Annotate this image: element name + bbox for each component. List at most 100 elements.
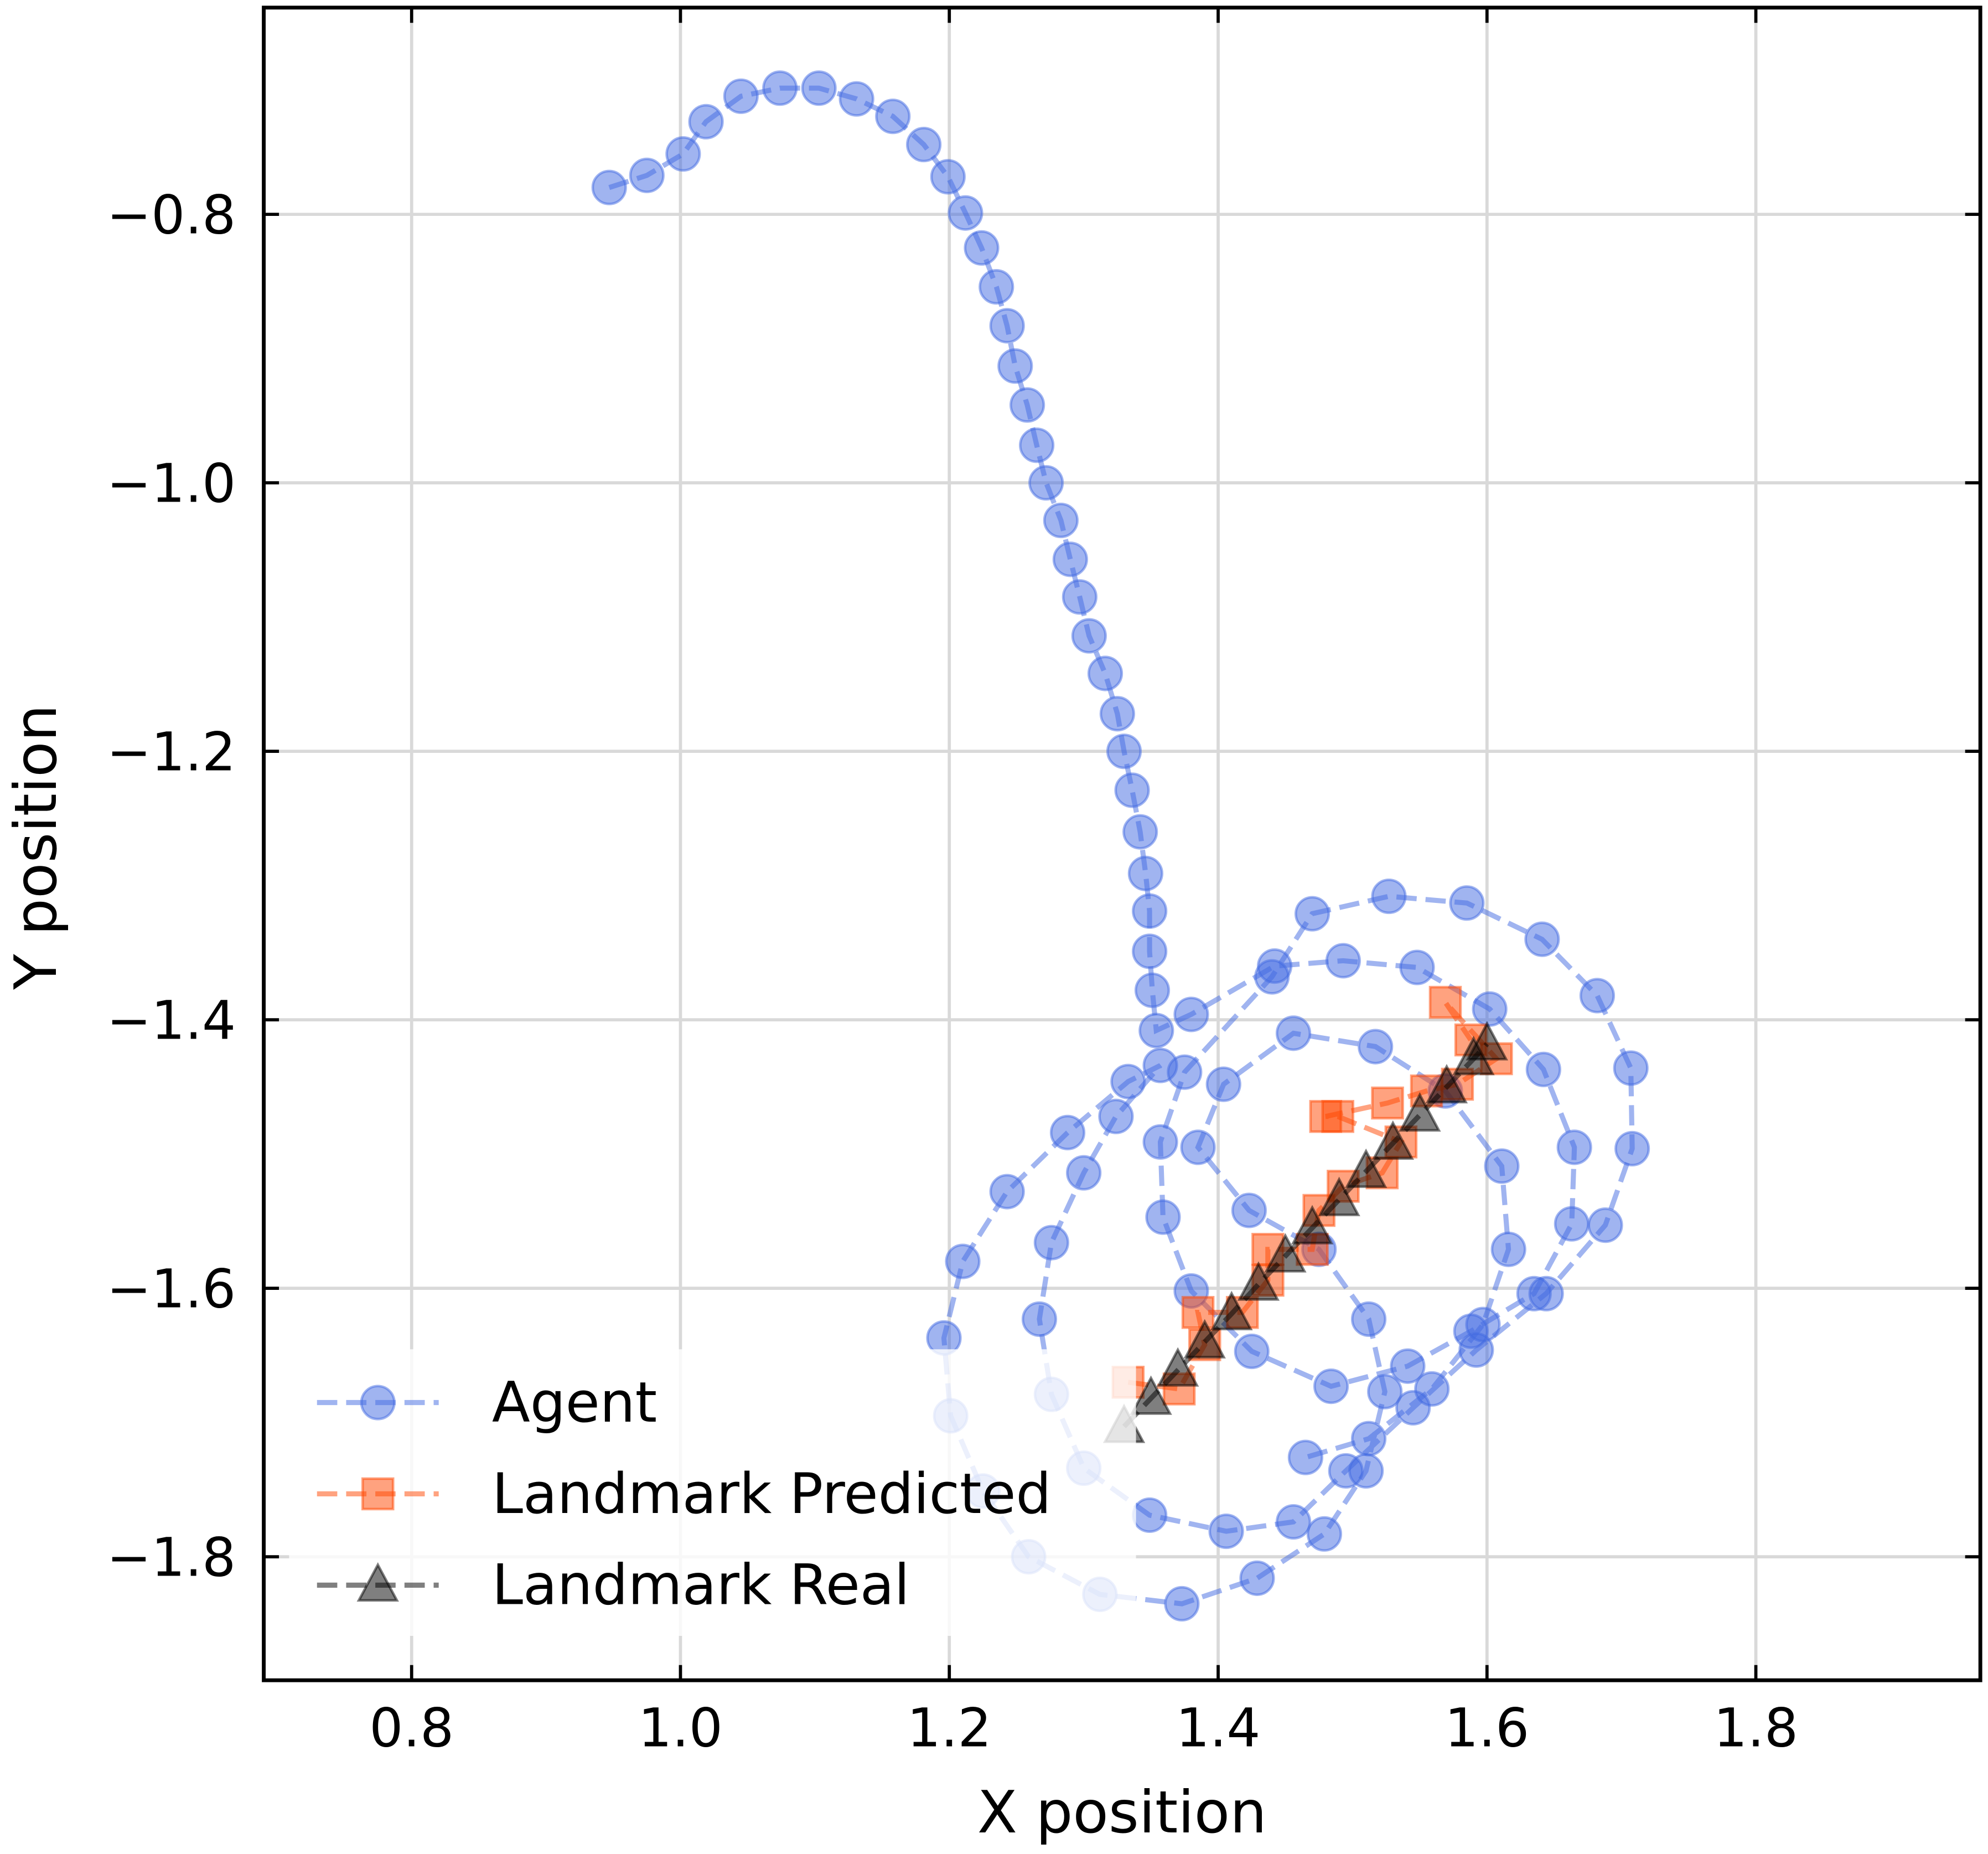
data-point xyxy=(723,78,759,114)
data-point xyxy=(762,70,798,106)
data-point xyxy=(665,136,701,172)
data-point xyxy=(1294,896,1330,932)
data-point xyxy=(1062,579,1097,615)
data-point xyxy=(1579,978,1616,1014)
data-point xyxy=(1275,1504,1312,1540)
y-tick-label: −1.2 xyxy=(107,721,236,783)
y-tick-label: −1.6 xyxy=(107,1258,236,1320)
x-axis-label: X position xyxy=(977,1778,1267,1846)
data-point xyxy=(1052,541,1088,577)
x-tick-label: 1.4 xyxy=(1176,1697,1261,1759)
data-point xyxy=(1425,1063,1468,1104)
data-point xyxy=(948,195,983,231)
data-point xyxy=(591,169,627,205)
data-point xyxy=(801,70,837,106)
data-point xyxy=(1525,1051,1561,1087)
data-point xyxy=(838,81,874,117)
data-point xyxy=(1234,1334,1270,1370)
data-point xyxy=(1254,959,1290,995)
data-point xyxy=(1019,427,1055,463)
data-point xyxy=(1180,1129,1216,1165)
data-point xyxy=(1264,1233,1307,1273)
data-point xyxy=(1399,949,1435,985)
data-point xyxy=(1164,1586,1200,1622)
data-point xyxy=(629,157,665,193)
data-point xyxy=(1350,1301,1387,1337)
y-tick-label: −1.0 xyxy=(107,453,236,515)
data-point xyxy=(1614,1130,1650,1166)
data-point xyxy=(1066,1155,1102,1191)
y-tick-label: −1.8 xyxy=(107,1526,236,1588)
data-point xyxy=(1049,1114,1086,1150)
data-point xyxy=(989,1174,1025,1210)
data-point xyxy=(1132,1497,1168,1533)
data-point xyxy=(1528,1275,1564,1311)
data-point xyxy=(1466,1021,1508,1061)
data-point xyxy=(1142,1047,1178,1083)
data-point xyxy=(1275,1015,1312,1051)
data-point xyxy=(1127,855,1163,891)
x-tick-label: 1.6 xyxy=(1445,1697,1529,1759)
data-point xyxy=(1613,1050,1649,1086)
data-point xyxy=(1348,1453,1384,1489)
legend: Agent Landmark Predicted Landmark Real xyxy=(289,1349,1136,1636)
data-point xyxy=(875,99,911,135)
data-point xyxy=(1367,1373,1403,1409)
data-point xyxy=(979,269,1014,305)
data-point xyxy=(1306,1516,1342,1552)
data-point xyxy=(1132,893,1168,929)
data-point xyxy=(1043,502,1079,539)
data-point xyxy=(1556,1129,1592,1165)
y-tick-label: −1.4 xyxy=(107,989,236,1051)
data-point xyxy=(1231,1192,1267,1228)
data-point xyxy=(1449,885,1485,921)
data-point xyxy=(906,127,942,163)
data-point xyxy=(1122,814,1158,850)
data-point xyxy=(1110,1063,1146,1099)
x-tick-label: 1.8 xyxy=(1713,1697,1798,1759)
x-tick-label: 1.2 xyxy=(907,1697,992,1759)
data-point xyxy=(1173,996,1209,1032)
y-axis-label: Y position xyxy=(2,705,70,990)
data-point xyxy=(1087,655,1124,691)
y-tick-label: −0.8 xyxy=(107,184,236,246)
legend-label: Landmark Predicted xyxy=(492,1461,1052,1526)
legend-label: Agent xyxy=(492,1370,657,1435)
data-point xyxy=(1205,1066,1241,1102)
data-point xyxy=(1318,1176,1360,1216)
data-point xyxy=(945,1243,981,1279)
data-point xyxy=(1344,1148,1388,1188)
data-point xyxy=(1390,1348,1426,1384)
data-point xyxy=(1371,878,1407,915)
data-point xyxy=(1371,1086,1404,1120)
data-point xyxy=(1142,1124,1178,1160)
legend-marker xyxy=(356,1562,399,1602)
data-point xyxy=(1156,1347,1199,1387)
data-point xyxy=(1239,1560,1275,1596)
data-point xyxy=(989,308,1025,344)
legend-marker xyxy=(361,1477,395,1511)
legend-marker xyxy=(360,1385,396,1421)
data-point xyxy=(1106,734,1142,770)
data-point xyxy=(1490,1231,1526,1267)
data-point xyxy=(1358,1029,1394,1065)
data-point xyxy=(1587,1207,1623,1243)
data-point xyxy=(1099,696,1135,732)
x-tick-label: 1.0 xyxy=(638,1697,723,1759)
data-point xyxy=(1033,1225,1069,1261)
data-point xyxy=(997,348,1033,384)
legend-label: Landmark Real xyxy=(492,1552,910,1618)
data-point xyxy=(1472,991,1508,1027)
data-point xyxy=(1071,618,1107,654)
data-point xyxy=(1237,1261,1280,1301)
data-point xyxy=(1145,1199,1181,1235)
data-point xyxy=(1313,1368,1349,1404)
data-point xyxy=(1028,465,1064,501)
data-point xyxy=(1350,1421,1387,1457)
data-point xyxy=(1132,933,1168,969)
data-point xyxy=(1524,921,1560,957)
data-point xyxy=(964,230,1000,266)
data-point xyxy=(1098,1098,1134,1134)
